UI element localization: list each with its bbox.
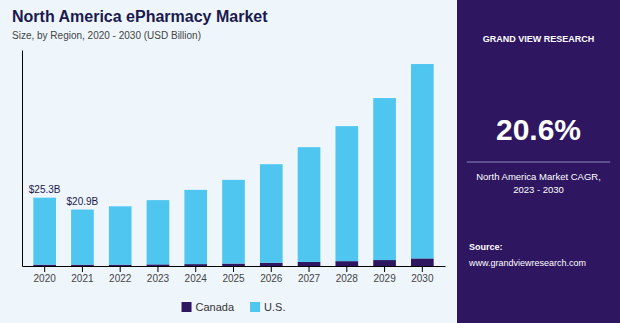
cagr-label-line: North America Market CAGR, xyxy=(476,171,601,182)
x-axis: 2020 2021 2022 2023 2024 2025 2026 2027 2028 2029… xyxy=(23,266,446,284)
bar xyxy=(260,164,283,263)
legend-item: Canada xyxy=(182,301,235,313)
x-tick: 2020 xyxy=(34,266,57,284)
x-tick: 2029 xyxy=(373,266,396,284)
x-tick: 2028 xyxy=(336,266,359,284)
y-axis-line xyxy=(22,51,23,267)
x-tick: 2023 xyxy=(147,266,170,284)
x-tick-mark xyxy=(120,266,121,272)
side-panel: GRAND VIEW RESEARCH 20.6% North America Ma… xyxy=(457,0,620,323)
divider xyxy=(467,162,610,163)
bar xyxy=(260,263,283,266)
x-tick-mark xyxy=(233,266,234,272)
bar xyxy=(411,258,434,266)
subtitle: Size, by Region, 2020 - 2030 (USD Billio… xyxy=(12,30,201,41)
cagr-label: North America Market CAGR, 2023 - 2030 xyxy=(476,171,601,195)
bar xyxy=(147,264,170,266)
x-tick-label: 2021 xyxy=(71,273,94,284)
title: North America ePharmacy Market xyxy=(12,8,268,25)
x-tick-label: 2028 xyxy=(336,273,359,284)
bar xyxy=(109,265,132,266)
bar xyxy=(411,64,434,258)
chart: North America ePharmacy Market Size, by R… xyxy=(0,0,620,323)
x-tick-label: 2024 xyxy=(185,273,208,284)
x-tick-mark xyxy=(384,266,385,272)
source-label: Source: xyxy=(469,242,503,252)
x-tick: 2022 xyxy=(109,266,132,284)
x-tick-label: 2027 xyxy=(298,273,321,284)
bar xyxy=(222,180,245,264)
bar xyxy=(335,126,358,261)
legend-swatch xyxy=(250,302,260,312)
legend: Canada U.S. xyxy=(182,301,286,313)
x-tick: 2025 xyxy=(222,266,245,284)
bar xyxy=(298,147,321,262)
legend-label: U.S. xyxy=(264,301,285,313)
background xyxy=(0,0,457,323)
x-tick: 2021 xyxy=(71,266,94,284)
bar xyxy=(373,98,396,260)
company-name: GRAND VIEW RESEARCH xyxy=(483,34,595,44)
bars xyxy=(33,64,433,266)
bar xyxy=(71,210,94,265)
legend-item: U.S. xyxy=(250,301,285,313)
x-tick: 2030 xyxy=(411,266,434,284)
bar xyxy=(147,200,170,264)
x-tick-mark xyxy=(82,266,83,272)
x-tick-label: 2020 xyxy=(34,273,57,284)
bar xyxy=(184,264,207,266)
x-tick: 2024 xyxy=(185,266,208,284)
bar xyxy=(222,264,245,266)
annotations: $25.3B $20.9B xyxy=(29,184,99,207)
annotation: $25.3B xyxy=(29,184,61,195)
bar xyxy=(373,260,396,266)
x-tick-mark xyxy=(157,266,158,272)
x-tick-mark xyxy=(346,266,347,272)
cagr-label-line: 2023 - 2030 xyxy=(513,184,564,195)
bar xyxy=(33,198,56,265)
source-url: www.grandviewresearch.com xyxy=(468,258,586,268)
x-tick-mark xyxy=(195,266,196,272)
bar xyxy=(109,206,132,264)
bar xyxy=(71,265,94,266)
x-tick: 2027 xyxy=(298,266,321,284)
bar xyxy=(298,262,321,266)
panel-background xyxy=(457,0,620,323)
x-tick-label: 2030 xyxy=(411,273,434,284)
x-tick-mark xyxy=(44,266,45,272)
cagr-value: 20.6% xyxy=(496,113,581,146)
y-axis xyxy=(22,51,23,267)
bar xyxy=(33,265,56,266)
x-tick-label: 2029 xyxy=(373,273,396,284)
x-tick-label: 2022 xyxy=(109,273,132,284)
x-tick-mark xyxy=(271,266,272,272)
annotation: $20.9B xyxy=(67,196,99,207)
legend-label: Canada xyxy=(196,301,235,313)
x-tick-mark xyxy=(309,266,310,272)
legend-swatch xyxy=(182,302,192,312)
bar xyxy=(184,190,207,264)
x-tick-label: 2025 xyxy=(222,273,245,284)
x-tick-label: 2026 xyxy=(260,273,283,284)
bar xyxy=(335,261,358,266)
x-tick: 2026 xyxy=(260,266,283,284)
series-bars xyxy=(33,64,433,265)
x-tick-label: 2023 xyxy=(147,273,170,284)
x-tick-mark xyxy=(422,266,423,272)
